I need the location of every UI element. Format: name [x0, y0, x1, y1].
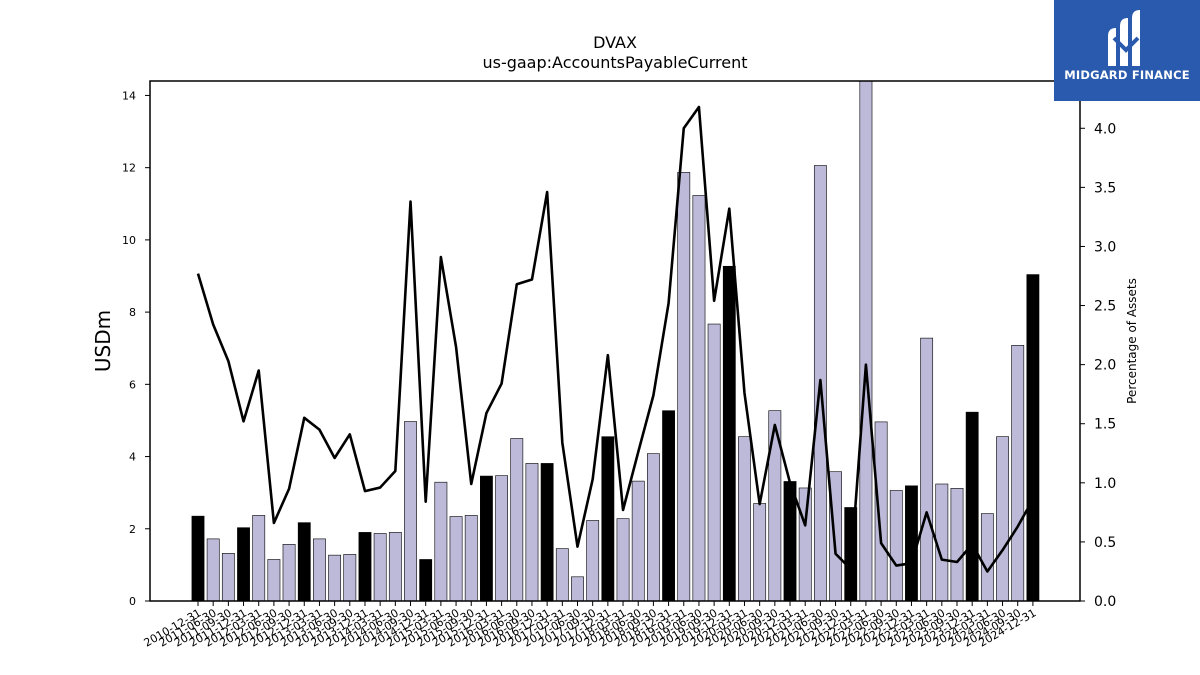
bar-2015-06-30	[449, 516, 463, 602]
bar-2019-09-30	[707, 323, 721, 602]
bar-2020-06-30	[753, 503, 767, 602]
bar-2023-03-31	[920, 337, 934, 602]
bar-2019-03-31	[677, 172, 691, 602]
bar-2022-09-30	[889, 490, 903, 602]
bar-2015-09-30	[464, 515, 478, 602]
bar-2024-03-31	[980, 513, 994, 602]
y-left-tick-label: 2	[129, 523, 136, 536]
bar-2014-09-30	[404, 421, 417, 602]
bar-2010-12-31	[191, 515, 205, 602]
bar-2016-06-30	[510, 438, 524, 602]
bar-2013-06-30	[328, 554, 342, 602]
midgard-logo-icon	[1108, 10, 1140, 66]
y-left-tick-label: 0	[129, 595, 136, 608]
line-group	[196, 105, 1035, 573]
bar-2018-12-31	[662, 410, 675, 602]
bar-2018-03-31	[616, 518, 630, 602]
y-right-tick-label: 0.5	[1094, 535, 1116, 551]
bar-2017-06-30	[571, 576, 584, 602]
y-right-tick-label: 4.0	[1094, 121, 1116, 137]
y-right-tick-label: 0.0	[1094, 594, 1116, 610]
bar-2012-03-31	[252, 515, 266, 602]
x-axis: 2010-12-312011-06-302011-09-302011-12-31…	[142, 601, 1038, 650]
bar-2017-12-31	[601, 436, 615, 602]
y-axis-left-label: USDm	[91, 310, 115, 372]
bar-2015-12-31	[480, 475, 493, 602]
y-axis-right: 0.0 0.5 1.0 1.5 2.0 2.5 3.0 3.5 4.0	[1080, 121, 1116, 610]
bar-2015-03-31	[434, 481, 448, 602]
bar-2018-09-30	[646, 453, 660, 602]
bar-2016-09-30	[525, 463, 539, 602]
chart-title: DVAX	[593, 33, 637, 52]
bar-2022-12-31	[905, 485, 918, 602]
midgard-finance-logo: MIDGARD FINANCE	[1054, 0, 1200, 101]
bar-2016-12-31	[540, 463, 554, 602]
bar-2013-03-31	[313, 538, 326, 602]
y-right-tick-label: 1.0	[1094, 476, 1116, 492]
bar-2022-03-31	[859, 80, 873, 602]
bar-2014-12-31	[419, 559, 433, 602]
y-right-tick-label: 2.0	[1094, 358, 1116, 374]
bar-2021-03-31	[798, 487, 812, 602]
bar-2011-12-31	[237, 527, 250, 602]
bar-2011-09-30	[221, 553, 235, 602]
y-left-tick-label: 6	[129, 378, 136, 391]
y-axis-right-label: Percentage of Assets	[1125, 278, 1139, 404]
y-left-tick-label: 10	[122, 234, 136, 247]
bar-2017-09-30	[586, 520, 600, 602]
bar-2013-12-31	[358, 532, 372, 602]
line-percentage-of-assets	[196, 105, 1035, 573]
bar-2017-03-31	[555, 548, 569, 602]
bar-2024-12-31	[1026, 274, 1040, 602]
bar-2013-09-30	[343, 554, 357, 602]
bar-2014-06-30	[388, 532, 402, 602]
bar-2023-12-31	[965, 411, 979, 602]
y-right-tick-label: 3.5	[1094, 180, 1116, 196]
bar-2012-06-30	[267, 559, 281, 602]
chart-subtitle: us-gaap:AccountsPayableCurrent	[482, 53, 747, 72]
y-right-tick-label: 3.0	[1094, 239, 1116, 255]
bar-2012-09-30	[282, 544, 296, 602]
y-right-tick-label: 2.5	[1094, 299, 1116, 315]
y-right-tick-label: 1.5	[1094, 417, 1116, 433]
bar-2022-06-30	[874, 421, 888, 602]
y-axis-left: 0 2 4 6 8 10 12 14	[122, 89, 150, 608]
bar-2019-12-31	[722, 265, 736, 602]
y-left-tick-label: 14	[122, 89, 136, 102]
bars-group	[191, 80, 1040, 602]
bar-2023-09-30	[950, 488, 964, 602]
bar-2019-06-30	[692, 195, 706, 602]
bar-2024-06-30	[996, 436, 1009, 602]
bar-2024-09-30	[1011, 345, 1025, 602]
bar-2011-06-30	[206, 538, 220, 602]
y-left-tick-label: 8	[129, 306, 136, 319]
bar-2016-03-31	[495, 475, 508, 602]
y-left-tick-label: 12	[122, 162, 136, 175]
bar-2020-12-31	[783, 481, 797, 602]
y-left-tick-label: 4	[129, 451, 136, 464]
bar-2014-03-31	[373, 533, 387, 602]
logo-text: MIDGARD FINANCE	[1064, 68, 1190, 82]
bar-2020-03-31	[738, 436, 751, 602]
bar-2018-06-30	[631, 480, 645, 602]
bar-2012-12-31	[297, 522, 311, 602]
plot-frame	[149, 80, 1081, 602]
